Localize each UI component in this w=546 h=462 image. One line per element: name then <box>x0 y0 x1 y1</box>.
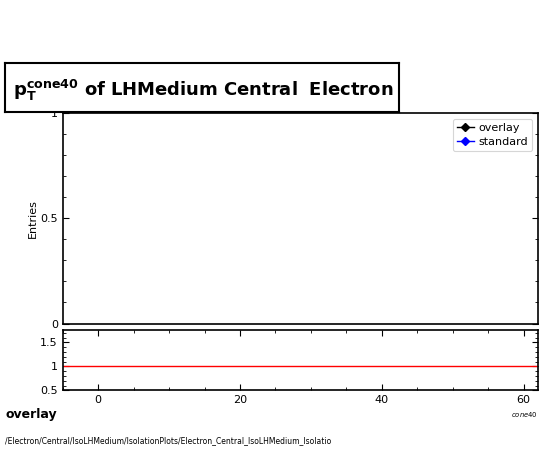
Text: /Electron/Central/IsoLHMedium/IsolationPlots/Electron_Central_IsoLHMedium_Isolat: /Electron/Central/IsoLHMedium/IsolationP… <box>5 437 332 445</box>
Text: $_{cone40}$: $_{cone40}$ <box>511 410 538 419</box>
Y-axis label: Entries: Entries <box>27 199 38 238</box>
Text: $\mathbf{p_T^{cone40}}$ $\mathbf{of\ LHMedium\ Central\ \ Electron}$: $\mathbf{p_T^{cone40}}$ $\mathbf{of\ LHM… <box>13 78 394 103</box>
Legend: overlay, standard: overlay, standard <box>453 119 532 151</box>
Text: overlay: overlay <box>5 408 57 421</box>
